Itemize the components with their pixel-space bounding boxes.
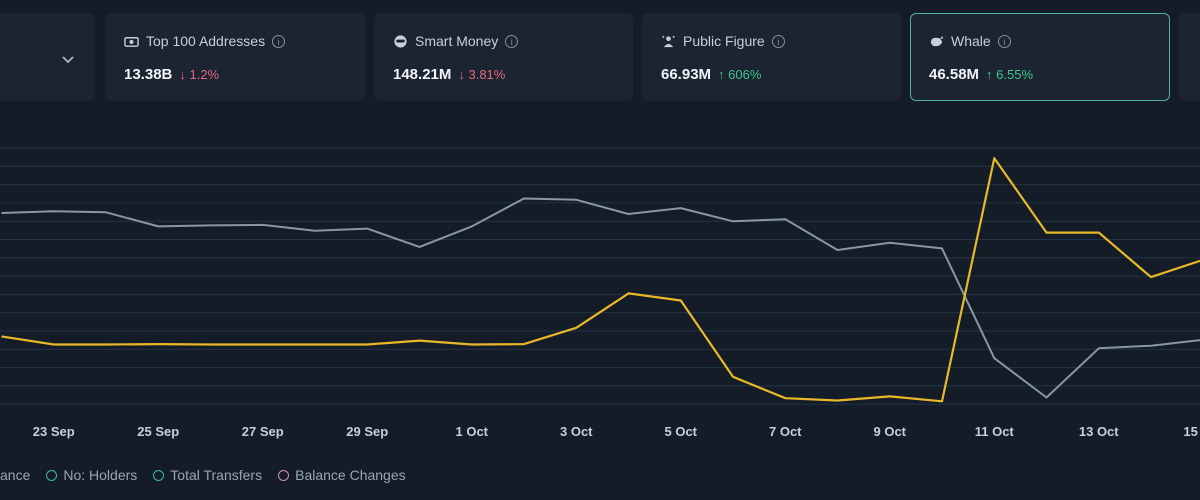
legend-marker [153, 469, 165, 481]
card-label: Top 100 Addresses [146, 33, 266, 49]
x-tick-label: 23 Sep [33, 424, 75, 439]
info-icon[interactable]: i [505, 34, 519, 48]
legend-label: No: Holders [63, 467, 138, 483]
legend-label: ance [0, 467, 31, 483]
card-value: 66.93M [661, 66, 712, 83]
legend-item-balance-changes[interactable]: Balance Changes [278, 467, 406, 483]
x-tick-label: 5 Oct [664, 424, 697, 439]
public-figure-icon [662, 35, 675, 47]
dropdown-card[interactable] [0, 13, 95, 101]
smart-money-icon [394, 34, 407, 48]
x-tick-label: 25 Sep [137, 424, 179, 439]
legend-marker [278, 469, 290, 481]
stat-card-smart-money[interactable]: Smart Money i 148.21M ↓ 3.81% [374, 13, 633, 101]
card-label: Whale [951, 33, 991, 49]
card-change: ↑ 606% [718, 67, 762, 82]
x-tick-label: 1 Oct [455, 424, 488, 439]
line-chart: 23 Sep 25 Sep 27 Sep 29 Sep 1 Oct 3 Oct 5 Oct 7… [0, 147, 1200, 439]
stat-card-top-100[interactable]: Top 100 Addresses i 13.38B ↓ 1.2% [105, 13, 365, 101]
chart-legend: ance No: Holders Total Transfers Balance… [0, 467, 406, 483]
stat-card-public-figure[interactable]: Public Figure i 66.93M ↑ 606% [642, 13, 901, 101]
card-label: Smart Money [415, 33, 499, 49]
card-value: 46.58M [929, 66, 980, 83]
info-icon[interactable]: i [997, 34, 1011, 48]
card-value: 13.38B [124, 66, 173, 83]
card-change: ↓ 1.2% [179, 67, 220, 82]
x-tick-label: 27 Sep [242, 424, 284, 439]
card-label: Public Figure [683, 33, 765, 49]
stat-card-next[interactable] [1179, 13, 1200, 101]
info-icon[interactable]: i [771, 34, 785, 48]
card-change: ↓ 3.81% [458, 67, 506, 82]
x-tick-label: 7 Oct [769, 424, 802, 439]
cash-icon [124, 36, 139, 47]
x-tick-label: 9 Oct [873, 424, 906, 439]
x-tick-label: 11 Oct [975, 424, 1015, 439]
legend-item-total-transfers[interactable]: Total Transfers [153, 467, 262, 483]
legend-label: Balance Changes [295, 467, 406, 483]
x-tick-label: 13 Oct [1079, 424, 1119, 439]
x-tick-label: 3 Oct [560, 424, 593, 439]
x-tick-label: 29 Sep [346, 424, 388, 439]
legend-item-balance[interactable]: ance [0, 467, 30, 483]
card-change: ↑ 6.55% [986, 67, 1034, 82]
info-icon[interactable]: i [272, 34, 286, 48]
chevron-down-icon[interactable] [61, 52, 75, 66]
whale-icon [930, 35, 944, 46]
legend-item-holders[interactable]: No: Holders [46, 467, 137, 483]
legend-label: Total Transfers [170, 467, 263, 483]
series-line-0 [1, 197, 1200, 399]
x-tick-label: 15 Oct [1183, 424, 1200, 439]
legend-marker [46, 469, 58, 481]
stat-card-whale[interactable]: Whale i 46.58M ↑ 6.55% [910, 13, 1170, 101]
series-line-1 [1, 157, 1200, 403]
card-value: 148.21M [393, 66, 452, 83]
